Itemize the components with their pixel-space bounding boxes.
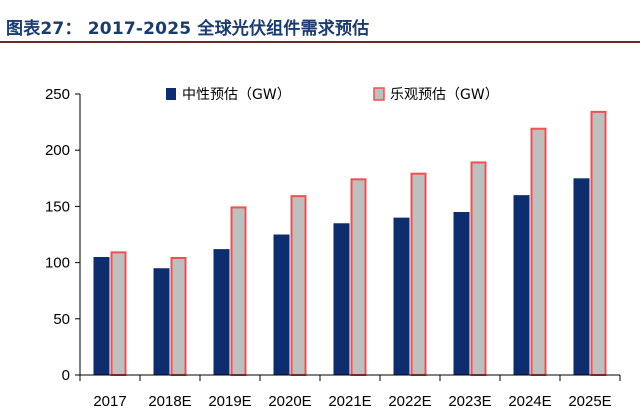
title-divider	[0, 41, 640, 43]
axes-layer	[75, 93, 621, 381]
figure-header: 图表27： 2017-2025 全球光伏组件需求预估	[0, 0, 640, 44]
bar-optimistic-2022E	[410, 172, 427, 376]
y-tick-label-0: 0	[62, 367, 70, 384]
y-tick-label-50: 50	[53, 311, 70, 328]
bar-neutral-2017	[93, 256, 110, 375]
bar-optimistic-2020E	[290, 195, 307, 376]
bar-neutral-2018E	[153, 268, 170, 375]
bar-neutral-2025E	[573, 178, 590, 375]
y-tick-label-250: 250	[45, 86, 70, 103]
y-tick-label-200: 200	[45, 142, 70, 159]
bar-neutral-2021E	[333, 223, 350, 375]
legend-swatch-optimistic	[373, 87, 385, 101]
legend: 中性预估（GW） 乐观预估（GW）	[166, 87, 499, 103]
legend-label-optimistic: 乐观预估（GW）	[390, 87, 499, 103]
bar-neutral-2019E	[213, 249, 230, 375]
y-tick-label-100: 100	[45, 255, 70, 272]
x-tick-label-2025E: 2025E	[568, 393, 611, 410]
bar-neutral-2024E	[513, 195, 530, 375]
bar-optimistic-2023E	[470, 161, 487, 376]
bar-optimistic-2021E	[350, 178, 367, 376]
x-tick-label-2017: 2017	[93, 393, 126, 410]
x-tick-label-2024E: 2024E	[508, 393, 551, 410]
x-tick-label-2021E: 2021E	[328, 393, 371, 410]
figure-title: 图表27： 2017-2025 全球光伏组件需求预估	[6, 19, 370, 39]
x-tick-label-2023E: 2023E	[448, 393, 491, 410]
bar-optimistic-2024E	[530, 127, 547, 376]
bar-optimistic-2019E	[230, 206, 247, 376]
bar-neutral-2023E	[453, 212, 470, 375]
bars-layer	[93, 110, 607, 377]
bar-optimistic-2018E	[170, 256, 187, 377]
legend-label-neutral: 中性预估（GW）	[182, 87, 291, 103]
y-tick-label-150: 150	[45, 198, 70, 215]
x-tick-label-2018E: 2018E	[148, 393, 191, 410]
legend-swatch-neutral	[166, 88, 176, 100]
bar-optimistic-2017	[110, 251, 127, 376]
x-tick-label-2019E: 2019E	[208, 393, 251, 410]
x-tick-label-2020E: 2020E	[268, 393, 311, 410]
x-tick-label-2022E: 2022E	[388, 393, 431, 410]
bar-neutral-2020E	[273, 234, 290, 375]
bar-neutral-2022E	[393, 217, 410, 375]
labels-layer: 0 50 100 150 200 250 2017 2018E 2019E 2020E 2021E 2…	[45, 86, 612, 410]
bar-optimistic-2025E	[590, 110, 607, 377]
